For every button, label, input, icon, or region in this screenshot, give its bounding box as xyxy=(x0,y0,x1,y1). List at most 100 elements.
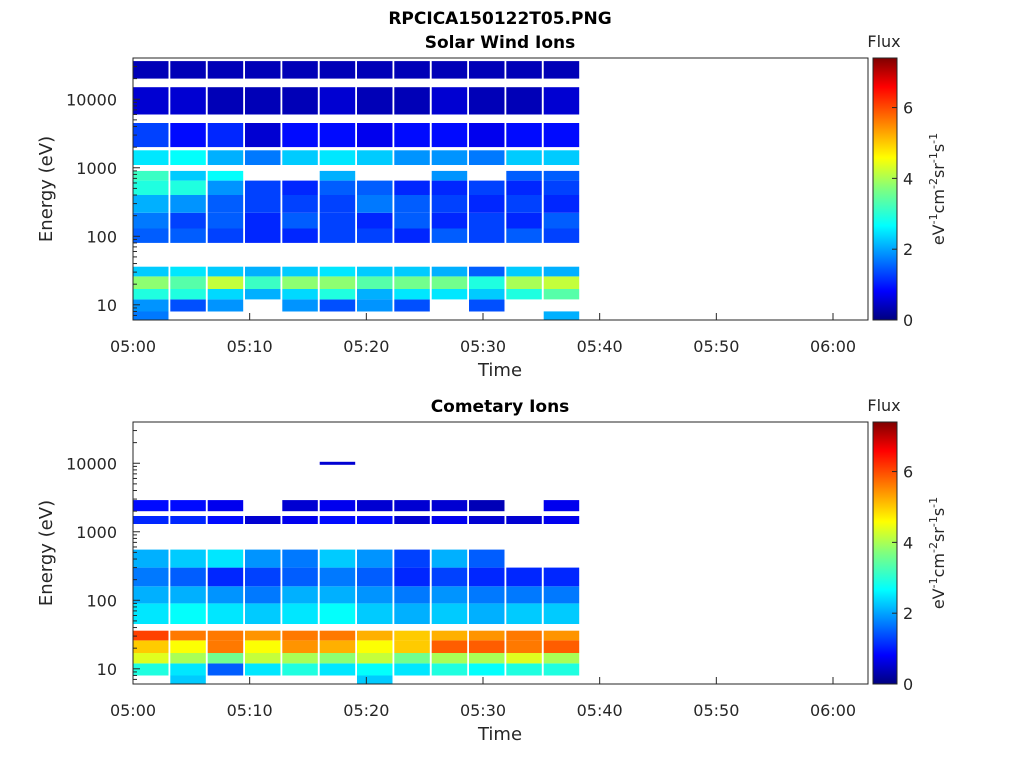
cometary-heatmap-cell xyxy=(469,516,505,524)
solar-wind-heatmap-cell xyxy=(207,212,244,229)
solar-wind-heatmap-cell xyxy=(506,87,542,115)
cometary-heatmap-cell xyxy=(469,640,505,653)
cometary-heatmap-cell xyxy=(506,603,542,624)
solar-wind-heatmap-cell xyxy=(543,195,580,213)
cometary-heatmap-cell xyxy=(506,653,542,664)
solar-wind-x-tick-label: 05:20 xyxy=(343,337,389,356)
solar-wind-heatmap-cell xyxy=(431,61,468,79)
solar-wind-heatmap-cell xyxy=(506,170,542,181)
solar-wind-heatmap-cell xyxy=(506,61,542,79)
cometary-heatmap-cell xyxy=(394,549,430,568)
cometary-heatmap-cell xyxy=(506,640,542,653)
solar-wind-heatmap-cell xyxy=(357,87,393,115)
cometary-heatmap-cell xyxy=(170,653,206,664)
solar-wind-heatmap-cell xyxy=(469,289,505,300)
cometary-heatmap-cell xyxy=(543,567,580,587)
cometary-heatmap-cell xyxy=(431,603,468,624)
cometary-heatmap-cell xyxy=(431,586,468,604)
cometary-heatmap-cell xyxy=(469,586,505,604)
solar-wind-heatmap-cell xyxy=(319,123,356,148)
solar-wind-heatmap-cell xyxy=(245,87,281,115)
solar-wind-heatmap-cell xyxy=(543,123,580,148)
solar-wind-heatmap-cell xyxy=(207,123,244,148)
solar-wind-heatmap-cell xyxy=(282,150,318,165)
cometary-heatmap-cell xyxy=(394,500,430,512)
solar-wind-heatmap-cell xyxy=(506,180,542,195)
solar-wind-heatmap-cell xyxy=(319,150,356,165)
solar-wind-heatmap-cell xyxy=(357,180,393,195)
cometary-heatmap-cell xyxy=(357,586,393,604)
solar-wind-heatmap-cell xyxy=(319,180,356,195)
solar-wind-heatmap-cell xyxy=(282,299,318,312)
solar-wind-heatmap-cells xyxy=(133,61,580,320)
solar-wind-heatmap-cell xyxy=(431,170,468,181)
cometary-heatmap-cell xyxy=(207,549,244,568)
svg-text:eV-1cm-2sr-1s-1: eV-1cm-2sr-1s-1 xyxy=(927,133,948,245)
solar-wind-heatmap-cell xyxy=(319,228,356,243)
solar-wind-heatmap-cell xyxy=(133,276,169,289)
cometary-heatmap-cell xyxy=(394,516,430,524)
solar-wind-heatmap-cell xyxy=(170,276,206,289)
cometary-heatmap-cell xyxy=(431,500,468,512)
cometary-heatmap-cell xyxy=(543,516,580,524)
cometary-heatmap-cell xyxy=(431,640,468,653)
solar-wind-heatmap-cell xyxy=(207,87,244,115)
cometary-heatmap-cell xyxy=(282,663,318,676)
cometary-heatmap-cell xyxy=(319,630,356,641)
cometary-heatmap-cell xyxy=(319,586,356,604)
solar-wind-heatmap-cell xyxy=(319,289,356,300)
cometary-heatmap-cell xyxy=(133,640,169,653)
cometary-heatmap-cell xyxy=(319,663,356,676)
solar-wind-heatmap-cell xyxy=(319,299,356,312)
solar-wind-heatmap-cell xyxy=(469,276,505,289)
cometary-heatmap-cell xyxy=(319,549,356,568)
solar-wind-heatmap-cell xyxy=(469,299,505,312)
cometary-y-tick-label: 10 xyxy=(97,660,117,679)
solar-wind-x-tick-label: 05:50 xyxy=(693,337,739,356)
cometary-heatmap-cell xyxy=(282,567,318,587)
solar-wind-heatmap-cell xyxy=(245,61,281,79)
cometary-plot-frame xyxy=(132,421,869,685)
solar-wind-heatmap-cell xyxy=(282,228,318,243)
solar-wind-colorbar-tick-label: 6 xyxy=(903,99,913,118)
svg-text:eV-1cm-2sr-1s-1: eV-1cm-2sr-1s-1 xyxy=(927,497,948,609)
cometary-heatmap-cell xyxy=(245,603,281,624)
cometary-x-label: Time xyxy=(477,724,522,745)
solar-wind-colorbar-tick-label: 0 xyxy=(903,311,913,330)
solar-wind-ions-panel: Solar Wind Ions 05:00 05:10 05:20 05:30 05:4… xyxy=(36,32,948,381)
cometary-x-tick-label: 05:10 xyxy=(227,701,273,720)
solar-wind-heatmap-cell xyxy=(469,180,505,195)
cometary-heatmap-cell xyxy=(282,603,318,624)
solar-wind-heatmap-cell xyxy=(506,276,542,289)
solar-wind-heatmap-cell xyxy=(543,311,580,320)
cometary-x-tick-label: 06:00 xyxy=(810,701,856,720)
cometary-heatmap-cell xyxy=(319,516,356,524)
solar-wind-heatmap-cell xyxy=(282,61,318,79)
cometary-heatmap-cell xyxy=(469,500,505,512)
solar-wind-heatmap-cell xyxy=(357,276,393,289)
solar-wind-x-tick-label: 05:40 xyxy=(577,337,623,356)
cometary-heatmap-cell xyxy=(543,653,580,664)
solar-wind-heatmap-cell xyxy=(319,87,356,115)
solar-wind-y-ticks: 10 100 1000 10000 xyxy=(66,57,140,321)
cometary-heatmap-cell xyxy=(394,586,430,604)
solar-wind-heatmap-cell xyxy=(357,61,393,79)
solar-wind-heatmap-cell xyxy=(506,289,542,300)
cometary-heatmap-cell xyxy=(431,567,468,587)
solar-wind-heatmap-cell xyxy=(469,87,505,115)
solar-wind-heatmap-cell xyxy=(394,289,430,300)
cometary-heatmap-cell xyxy=(207,567,244,587)
solar-wind-heatmap-cell xyxy=(170,150,206,165)
cometary-heatmap-cell xyxy=(133,549,169,568)
solar-wind-colorbar-title: Flux xyxy=(867,32,900,51)
cometary-heatmap-cell xyxy=(282,653,318,664)
solar-wind-heatmap-cell xyxy=(357,228,393,243)
solar-wind-heatmap-cell xyxy=(506,266,542,277)
solar-wind-heatmap-cell xyxy=(469,195,505,213)
solar-wind-colorbar-tick-label: 4 xyxy=(903,169,913,188)
cometary-heatmap-cell xyxy=(170,663,206,676)
cometary-heatmap-cell xyxy=(282,640,318,653)
cometary-heatmap-cell xyxy=(170,630,206,641)
solar-wind-heatmap-cell xyxy=(506,123,542,148)
solar-wind-heatmap-cell xyxy=(207,61,244,79)
